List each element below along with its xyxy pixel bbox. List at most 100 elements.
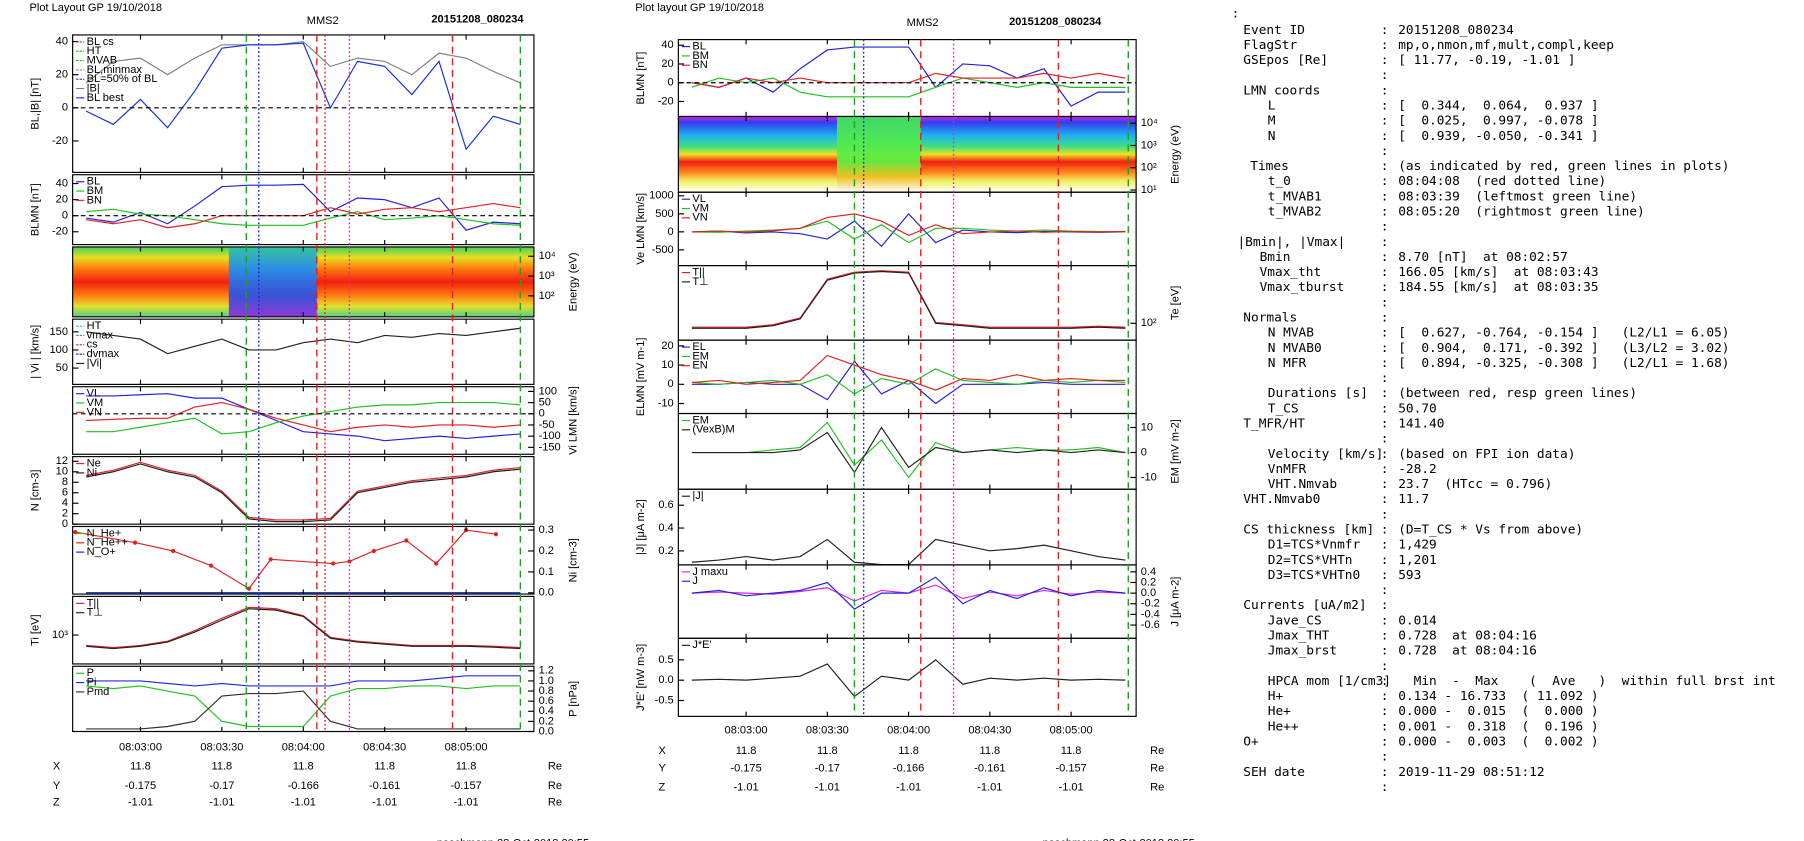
legend-label: T|| [692,266,705,278]
x-tick-label: 08:03:00 [119,742,162,754]
info-separator: : [1381,326,1389,341]
info-separator: : [1381,23,1389,38]
series-line [691,354,1126,391]
info-separator: : [1381,628,1389,643]
info-value: 2019-11-29 08:51:12 [1398,765,1544,780]
info-separator: : [1381,68,1389,83]
info-label: D1=TCS*Vnmfr [1268,538,1361,553]
plot-subtitle: 20151208_080234 [431,14,524,26]
position-label: X [53,760,61,772]
series-line [691,46,1126,107]
y-tick-label: 500 [655,208,673,220]
info-value: -28.2 [1398,462,1437,477]
plot-footer: paschmann 28-Oct-2018 20:55 [1043,837,1195,841]
info-label: VHT.Nmvab0 [1243,492,1320,507]
info-label: CS thickness [km] [1243,522,1374,537]
series-line [691,270,1126,328]
position-label: Z [659,781,666,793]
info-label: LMN coords [1243,83,1320,98]
y-tick-label: 1000 [649,190,674,202]
info-label: FlagStr [1243,38,1297,53]
panel-frame [72,456,535,525]
position-value: -0.161 [974,763,1005,775]
plot-subtitle: 20151208_080234 [1009,16,1102,28]
legend-label: HT [87,45,102,57]
data-point [434,561,439,566]
info-separator: : [1381,462,1389,477]
legend-label: BN [87,194,102,206]
y-axis-label: Energy (eV) [567,252,579,311]
info-label: Durations [s] [1268,386,1368,401]
legend-label: EM [692,414,709,426]
panel-frame [72,386,535,455]
info-separator: : [1381,416,1389,431]
y-tick-label: -20 [52,135,68,147]
info-value: 0.000 - 0.015 ( 0.000 ) [1398,704,1598,719]
series-line [86,393,521,442]
y-tick-label: 0.4 [539,705,554,717]
legend-label: N_He++ [87,537,128,549]
position-value: -1.01 [815,781,840,793]
info-separator: : [1381,522,1389,537]
legend-label: BL [692,41,706,53]
y-tick-label: 10⁴ [539,250,556,262]
y-tick-label: -10 [658,397,674,409]
info-separator: : [1381,583,1389,598]
info-label: M [1268,114,1276,129]
y-tick-label: -150 [539,441,561,453]
y-tick-label: 0.2 [539,545,554,557]
info-separator: : [1381,144,1389,159]
y-axis-label: Ni [cm-3] [567,538,579,582]
info-label: Bmin [1260,250,1291,265]
legend-label: VM [87,397,104,409]
legend-label: T|| [87,597,100,609]
y-tick-label: -500 [652,244,674,256]
legend-label: N_He+ [87,527,122,539]
series-line [86,608,521,650]
panel-frame [677,339,1137,415]
legend-label: BN [692,59,707,71]
info-separator: : [1381,750,1389,765]
position-value: 11.8 [456,760,477,772]
info-separator: : [1381,295,1389,310]
position-value: 11.8 [212,760,233,772]
series-line [691,576,1126,610]
info-separator: : [1381,553,1389,568]
info-value: Min - Max ( Ave ) within full brst int [1398,674,1776,689]
series-line [691,220,1126,244]
position-unit: Re [548,760,562,772]
position-value: -0.157 [450,780,481,792]
info-value: [ 0.939, -0.050, -0.341 ] [1398,129,1598,144]
position-value: -1.01 [1059,781,1084,793]
position-value: -0.175 [730,763,761,775]
position-value: -1.01 [209,796,234,808]
y-tick-label: -0.4 [1141,608,1160,620]
y-tick-label: 100 [50,344,68,356]
y-axis-label: BLMN [nT] [29,183,41,236]
position-value: -0.17 [209,780,234,792]
series-line [691,421,1126,479]
y-tick-label: 0.2 [1141,576,1156,588]
y-tick-label: 0.4 [1141,566,1156,578]
info-label: L [1268,98,1276,113]
series-line [691,270,1126,329]
y-tick-label: 0 [668,378,674,390]
info-label: Times [1250,159,1289,174]
info-separator: : [1381,613,1389,628]
position-value: -1.01 [977,781,1002,793]
info-separator: : [1381,507,1389,522]
legend-label: BL [87,176,101,188]
legend-label: BL best [87,92,124,104]
info-value: [ 11.77, -0.19, -1.01 ] [1398,53,1575,68]
plot-header: Plot Layout GP 19/10/2018 [30,2,162,14]
info-value: 50.70 [1398,401,1437,416]
position-value: -1.01 [128,796,153,808]
info-separator: : [1381,250,1389,265]
info-value: 0.728 at 08:04:16 [1398,644,1537,659]
x-tick-label: 08:03:30 [806,724,849,736]
info-label: Event ID [1243,23,1305,38]
y-tick-label: 0 [539,408,545,420]
y-tick-label: 2 [62,508,68,520]
legend-label: Pmd [87,686,110,698]
